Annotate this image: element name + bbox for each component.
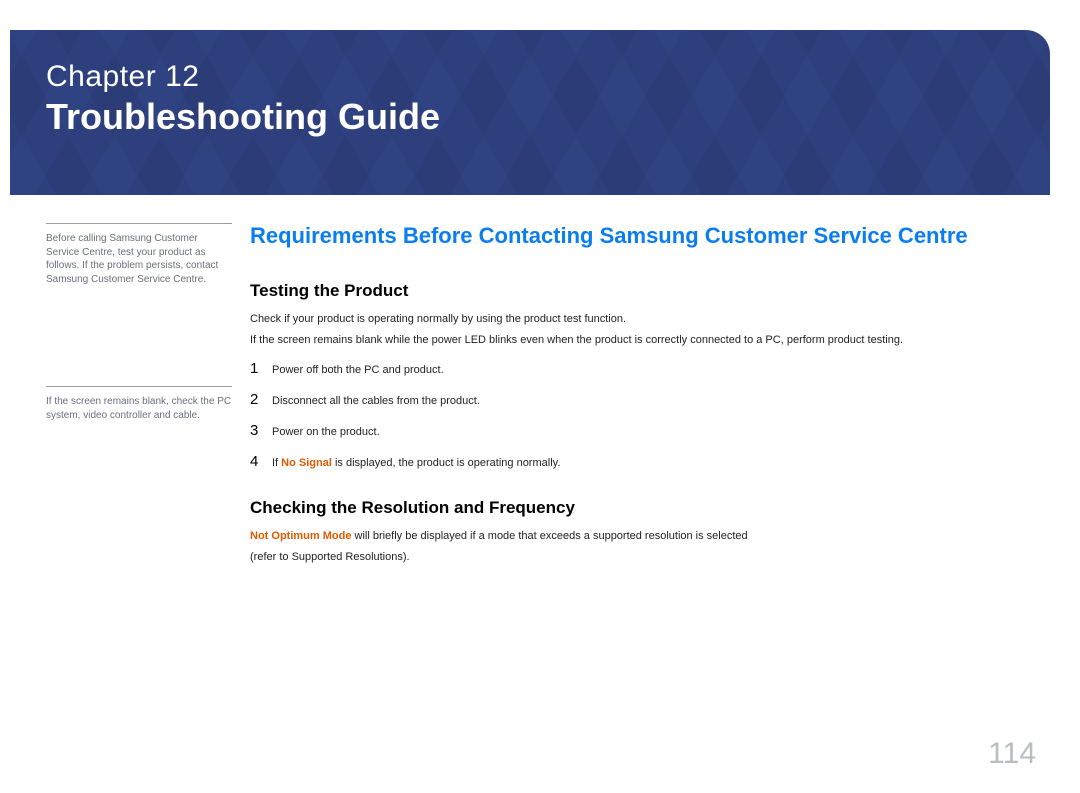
- chapter-label: Chapter 12: [46, 60, 440, 94]
- step4-prefix: If: [272, 457, 281, 469]
- section1-heading: Testing the Product: [250, 281, 1040, 301]
- step-number: 4: [250, 453, 272, 470]
- section2-p2: (refer to Supported Resolutions).: [250, 549, 1040, 566]
- step-number: 1: [250, 360, 272, 377]
- step-text: Disconnect all the cables from the produ…: [272, 395, 480, 407]
- chapter-banner: Chapter 12 Troubleshooting Guide: [10, 30, 1050, 195]
- section2-p1: Not Optimum Mode will briefly be display…: [250, 528, 1040, 545]
- step-row: 4 If No Signal is displayed, the product…: [250, 453, 1040, 470]
- step4-suffix: is displayed, the product is operating n…: [332, 457, 560, 469]
- step-number: 2: [250, 391, 272, 408]
- step-text: If No Signal is displayed, the product i…: [272, 457, 560, 469]
- section2-heading: Checking the Resolution and Frequency: [250, 498, 1040, 518]
- step-text: Power off both the PC and product.: [272, 364, 444, 376]
- section2-p1-rest: will briefly be displayed if a mode that…: [351, 530, 747, 542]
- section2: Checking the Resolution and Frequency No…: [250, 498, 1040, 565]
- step-row: 1 Power off both the PC and product.: [250, 360, 1040, 377]
- section1-p2: If the screen remains blank while the po…: [250, 332, 1040, 349]
- step-row: 2 Disconnect all the cables from the pro…: [250, 391, 1040, 408]
- sidebar-column: Before calling Samsung Customer Service …: [0, 223, 250, 569]
- side-note-1: Before calling Samsung Customer Service …: [46, 223, 232, 286]
- document-page: Chapter 12 Troubleshooting Guide Before …: [0, 30, 1080, 793]
- step-text: Power on the product.: [272, 426, 380, 438]
- step-number: 3: [250, 422, 272, 439]
- side-note-2: If the screen remains blank, check the P…: [46, 386, 232, 422]
- page-number: 114: [988, 737, 1036, 771]
- body-columns: Before calling Samsung Customer Service …: [0, 223, 1080, 569]
- chapter-title: Troubleshooting Guide: [46, 96, 440, 138]
- banner-text-block: Chapter 12 Troubleshooting Guide: [46, 60, 440, 138]
- steps-list: 1 Power off both the PC and product. 2 D…: [250, 360, 1040, 470]
- main-column: Requirements Before Contacting Samsung C…: [250, 223, 1080, 569]
- step-row: 3 Power on the product.: [250, 422, 1040, 439]
- main-title: Requirements Before Contacting Samsung C…: [250, 223, 1040, 249]
- step4-highlight: No Signal: [281, 457, 332, 469]
- section1-p1: Check if your product is operating norma…: [250, 311, 1040, 328]
- section2-p1-highlight: Not Optimum Mode: [250, 530, 351, 542]
